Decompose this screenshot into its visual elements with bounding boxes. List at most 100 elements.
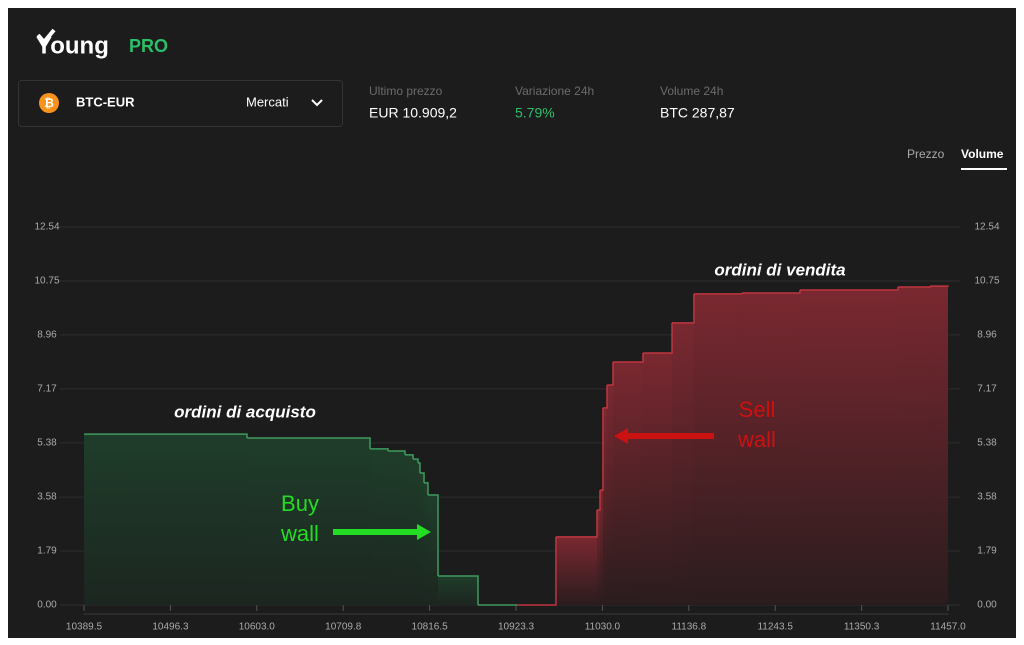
depth-area [613,362,643,605]
depth-line [247,437,371,449]
x-tick-label: 11457.0 [930,622,966,633]
depth-line [672,293,695,324]
annotation: Buy [281,491,319,516]
depth-area [929,286,948,605]
y-tick-label: 1.79 [37,546,57,557]
y-tick-label: 0.00 [37,600,57,611]
y-tick-label-right: 12.54 [974,222,999,233]
y-tick-label-right: 1.79 [977,546,997,557]
tab[interactable]: Volume [961,147,1004,161]
depth-line [404,454,414,460]
stat-label: Volume 24h [660,84,723,98]
x-tick-label: 10496.3 [152,622,189,633]
depth-line [419,472,425,483]
btc-icon [39,93,59,113]
depth-line [602,384,608,409]
depth-line [418,462,421,473]
y-tick-label-right: 8.96 [977,330,997,341]
depth-line [555,510,598,538]
depth-line [413,458,419,464]
x-tick-label: 10709.8 [325,622,362,633]
depth-line [607,362,614,386]
x-tick-label: 10923.3 [498,622,535,633]
annotation: ordini di acquisto [174,402,316,421]
depth-line [693,293,743,295]
depth-area [419,472,425,605]
pair: BTC-EUR [76,94,135,109]
y-tick-label-right: 3.58 [977,492,997,503]
y-tick-label: 7.17 [37,384,57,395]
x-tick-label: 11350.3 [844,622,880,633]
logo: Young [36,32,109,59]
x-tick-label: 10816.5 [412,622,449,633]
annotation: wall [280,521,319,546]
sell-arrow [614,428,714,444]
depth-line [599,407,604,491]
y-tick-label: 3.58 [37,492,57,503]
stat-value: EUR 10.909,2 [369,105,457,121]
x-tick-label: 11136.8 [672,622,707,633]
screen: Young PRO ₿ BTC-EUR Mercati Ultimo prezz… [18,28,1007,633]
depth-area [247,438,371,605]
annotation: Sell [739,397,776,422]
chevron[interactable] [311,99,323,107]
stat-value: BTC 287,87 [660,105,735,121]
x-tick-label: 11030.0 [585,622,621,633]
buy-arrow [333,524,431,540]
depth-area [741,293,800,605]
depth-area [370,448,388,605]
y-tick-label-right: 0.00 [977,600,997,611]
depth-line [929,285,949,287]
depth-area [438,576,479,605]
btc-symbol: ₿ [44,96,54,110]
market-menu[interactable]: Mercati [246,94,289,109]
depth-area [602,407,608,605]
depth-line [596,490,601,511]
depth-area [424,482,428,605]
depth-line [424,482,429,495]
depth-line [517,536,557,606]
depth-area [555,536,597,605]
depth-area [387,450,405,605]
x-tick-label: 11243.5 [757,622,793,633]
tab[interactable]: Prezzo [907,147,945,161]
y-tick-label: 5.38 [37,437,57,448]
depth-area [642,353,673,605]
stat-value: 5.79% [515,105,555,121]
depth-area [427,494,439,605]
depth-area [84,434,248,605]
stat-label: Variazione 24h [515,84,594,98]
stat-label: Ultimo prezzo [369,84,443,98]
depth-line [84,433,248,439]
y-tick-label-right: 5.38 [977,437,997,448]
y-tick-label: 12.54 [34,222,59,233]
depth-area [596,510,600,605]
depth-area [599,490,603,605]
logo-check [36,28,56,46]
depth-line [613,353,644,363]
y-tick-label: 8.96 [37,330,57,341]
depth-area [897,286,930,605]
y-tick-label-right: 7.17 [977,384,997,395]
logo-badge: PRO [129,36,168,56]
depth-line [387,450,406,455]
x-tick-label: 10603.0 [239,622,276,633]
depth-area [607,384,614,605]
depth-area [672,322,694,605]
y-tick-label-right: 10.75 [974,276,999,287]
depth-line [438,575,479,605]
app: Young PRO ₿ BTC-EUR Mercati Ultimo prezz… [8,8,1016,638]
annotation: wall [737,427,776,452]
depth-line [642,322,673,354]
depth-area [693,293,742,605]
depth-area [799,290,898,605]
depth-line [741,290,801,294]
tab-underline [961,168,1007,170]
depth-line [427,494,439,577]
market-selector[interactable] [18,80,343,127]
depth-line [799,286,899,291]
depth-line [897,286,931,288]
y-tick-label: 10.75 [34,276,59,287]
x-tick-label: 10389.5 [66,622,103,633]
annotation: ordini di vendita [714,260,845,279]
